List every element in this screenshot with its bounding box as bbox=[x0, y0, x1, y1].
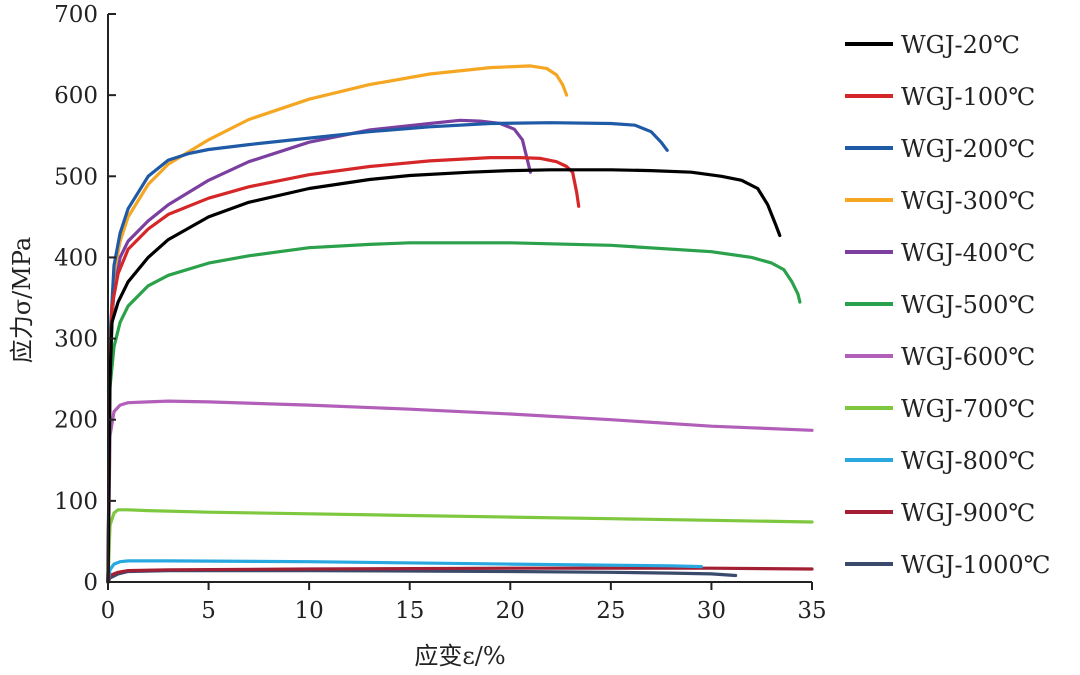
series-line-10 bbox=[106, 569, 738, 584]
legend-label: WGJ-300℃ bbox=[901, 187, 1035, 215]
y-tick-label: 500 bbox=[54, 164, 98, 190]
y-tick-label: 400 bbox=[54, 245, 98, 271]
x-tick-label: 0 bbox=[101, 598, 116, 624]
y-tick-label: 100 bbox=[54, 489, 98, 515]
x-tick-label: 5 bbox=[201, 598, 216, 624]
legend-label: WGJ-800℃ bbox=[901, 447, 1035, 475]
legend-label: WGJ-900℃ bbox=[901, 499, 1035, 527]
series-line-6 bbox=[106, 399, 814, 584]
x-axis-title: 应变ε/% bbox=[414, 642, 505, 670]
x-tick-label: 35 bbox=[797, 598, 826, 624]
x-tick-label: 30 bbox=[697, 598, 726, 624]
series-line-9 bbox=[106, 566, 814, 584]
y-tick-label: 0 bbox=[83, 570, 98, 596]
legend-label: WGJ-20℃ bbox=[901, 31, 1020, 59]
y-axis-title: 应力σ/MPa bbox=[8, 237, 36, 363]
y-tick-label: 700 bbox=[54, 2, 98, 28]
x-tick-label: 15 bbox=[395, 598, 424, 624]
y-ticks: 0 100 200 300 400 500 600 700 bbox=[54, 2, 116, 596]
x-tick-label: 10 bbox=[295, 598, 324, 624]
plot-lines bbox=[106, 64, 814, 584]
x-tick-label: 20 bbox=[496, 598, 525, 624]
series-line-1 bbox=[106, 156, 581, 584]
x-tick-label: 25 bbox=[596, 598, 625, 624]
series-line-3 bbox=[106, 64, 569, 584]
y-tick-label: 300 bbox=[54, 327, 98, 353]
legend-label: WGJ-100℃ bbox=[901, 83, 1035, 111]
x-ticks: 0 5 10 15 20 25 30 35 bbox=[101, 582, 827, 624]
legend-label: WGJ-600℃ bbox=[901, 343, 1035, 371]
legend-label: WGJ-400℃ bbox=[901, 239, 1035, 267]
series-line-5 bbox=[106, 241, 802, 584]
legend: WGJ-20℃ WGJ-100℃ WGJ-200℃ WGJ-300℃ WGJ-400℃ W… bbox=[845, 31, 1051, 579]
series-line-0 bbox=[106, 168, 782, 584]
y-tick-label: 600 bbox=[54, 83, 98, 109]
axes bbox=[107, 14, 812, 583]
series-line-4 bbox=[106, 118, 532, 584]
series-line-8 bbox=[106, 559, 703, 584]
y-tick-label: 200 bbox=[54, 408, 98, 434]
legend-label: WGJ-1000℃ bbox=[901, 551, 1051, 579]
series-line-2 bbox=[106, 121, 669, 584]
legend-label: WGJ-700℃ bbox=[901, 395, 1035, 423]
legend-label: WGJ-200℃ bbox=[901, 135, 1035, 163]
series-line-7 bbox=[106, 508, 814, 584]
legend-label: WGJ-500℃ bbox=[901, 291, 1035, 319]
